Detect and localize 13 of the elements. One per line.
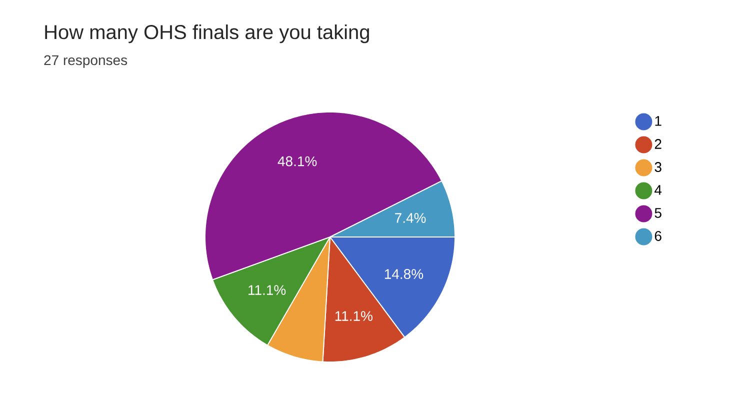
data-label: 11.1%	[335, 311, 372, 321]
text: 27 responses	[44, 55, 128, 68]
legend-label: 5	[654, 208, 662, 218]
data-label: 11.1%	[248, 285, 286, 295]
legend-label: 2	[654, 139, 662, 149]
data-label: 7.4%	[395, 213, 426, 223]
data-label: 14.8%	[384, 269, 424, 279]
legend-label: 4	[654, 185, 662, 195]
chart-title: How many OHS finals are you taking	[45, 24, 369, 44]
legend-label: 6	[654, 231, 662, 241]
legend-label: 1	[655, 116, 662, 126]
legend-label: 3	[654, 162, 662, 172]
data-label: 48.1%	[278, 156, 317, 166]
